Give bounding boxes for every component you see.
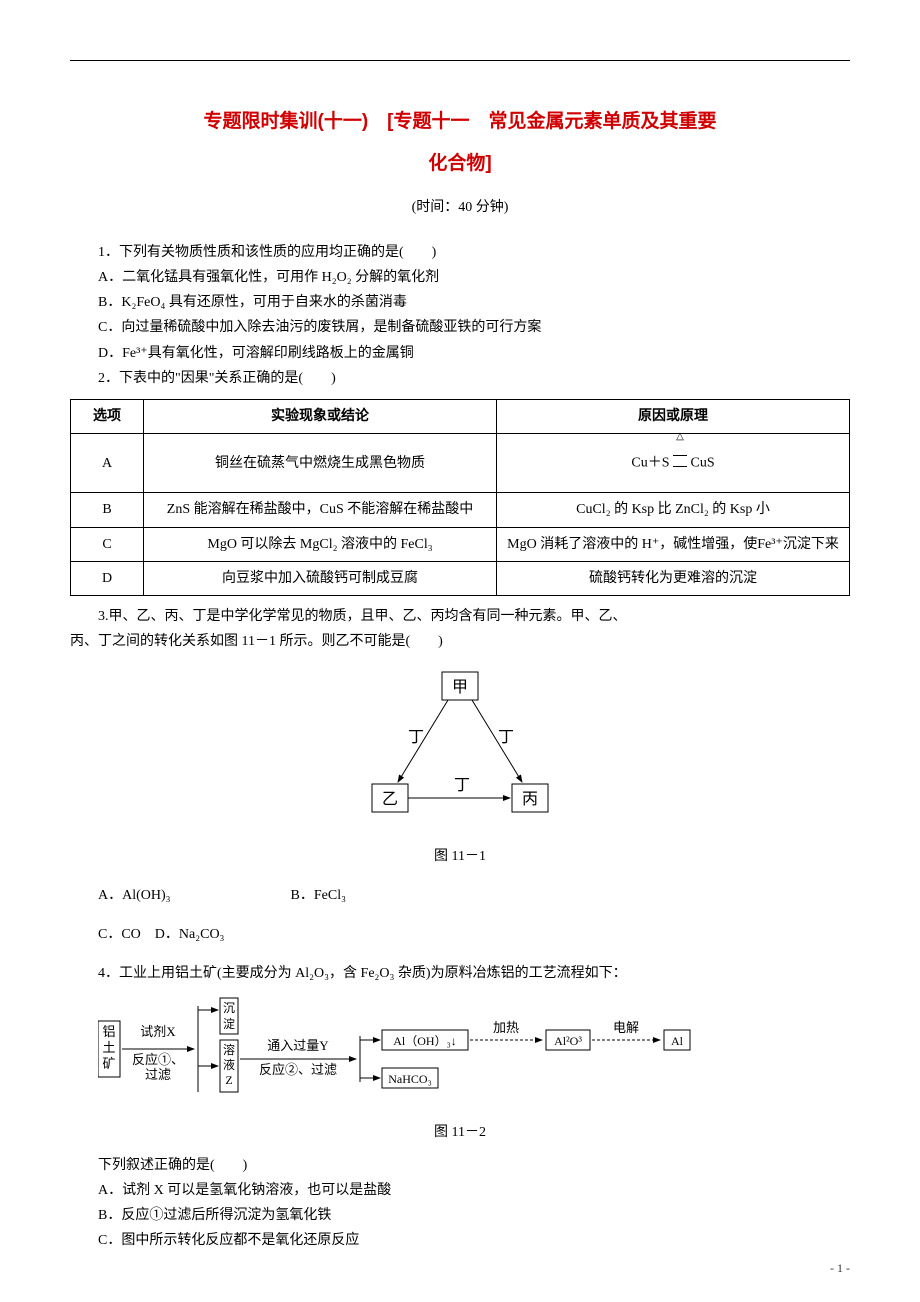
- node-top: 甲: [452, 679, 468, 696]
- table-header-row: 选项 实验现象或结论 原因或原理: [71, 399, 850, 433]
- q4-stem: 4．工业上用铝土矿(主要成分为 Al₂O₃，含 Fe₂O₃ 杂质)为原料冶炼铝的…: [70, 961, 850, 986]
- q4-post: 下列叙述正确的是( ): [70, 1153, 850, 1178]
- cell-right: MgO 消耗了溶液中的 H⁺，碱性增强，使Fe³⁺沉淀下来: [497, 527, 850, 561]
- th-phenomenon: 实验现象或结论: [144, 399, 497, 433]
- q4-opt-a: A．试剂 X 可以是氢氧化钠溶液，也可以是盐酸: [70, 1178, 850, 1203]
- table-row: B ZnS 能溶解在稀盐酸中，CuS 不能溶解在稀盐酸中 CuCl₂ 的 Ksp…: [71, 493, 850, 527]
- th-option: 选项: [71, 399, 144, 433]
- q2-table: 选项 实验现象或结论 原因或原理 A 铜丝在硫蒸气中燃烧生成黑色物质 Cu＋S …: [70, 399, 850, 596]
- svg-text:加热: 加热: [493, 1020, 519, 1035]
- title-line-1: 专题限时集训(十一) [专题十一 常见金属元素单质及其重要: [204, 111, 717, 132]
- q1-opt-d: D．Fe³⁺具有氧化性，可溶解印刷线路板上的金属铜: [70, 341, 850, 366]
- table-row: D 向豆浆中加入硫酸钙可制成豆腐 硫酸钙转化为更难溶的沉淀: [71, 561, 850, 595]
- node-right: 丙: [522, 791, 538, 808]
- q1-stem: 1．下列有关物质性质和该性质的应用均正确的是( ): [70, 240, 850, 265]
- title-line-2: 化合物]: [428, 153, 491, 174]
- q1-opt-b: B．K₂FeO₄ 具有还原性，可用于自来水的杀菌消毒: [70, 290, 850, 315]
- svg-text:反应②、过滤: 反应②、过滤: [259, 1062, 337, 1077]
- cell-right: 硫酸钙转化为更难溶的沉淀: [497, 561, 850, 595]
- svg-text:试剂X: 试剂X: [140, 1024, 176, 1039]
- eq-symbol: △: [673, 438, 687, 488]
- edge-label: 丁: [454, 777, 470, 794]
- q4-flow-diagram: 铝 土 矿 试剂X 反应①、 过滤 沉 淀 溶 液 Z 通入过量Y 反应②、过滤: [98, 996, 738, 1106]
- q1-opt-a: A．二氧化锰具有强氧化性，可用作 H₂O₂ 分解的氧化剂: [70, 265, 850, 290]
- cell-left: 铜丝在硫蒸气中燃烧生成黑色物质: [144, 434, 497, 493]
- cell-opt: B: [71, 493, 144, 527]
- svg-text:Al（OH）₃↓: Al（OH）₃↓: [393, 1034, 457, 1048]
- svg-text:通入过量Y: 通入过量Y: [267, 1038, 329, 1053]
- q3-opts-row2: C．CO D．Na₂CO₃: [70, 922, 850, 947]
- svg-text:NaHCO₃: NaHCO₃: [388, 1072, 432, 1086]
- q3-opts-row1: A．Al(OH)₃ B．FeCl₃: [70, 883, 850, 908]
- cell-opt: D: [71, 561, 144, 595]
- svg-text:淀: 淀: [223, 1017, 235, 1031]
- q4-caption: 图 11－2: [70, 1120, 850, 1145]
- svg-text:过滤: 过滤: [145, 1067, 171, 1082]
- svg-text:Z: Z: [225, 1073, 232, 1087]
- edge-label: 丁: [498, 729, 514, 746]
- svg-text:电解: 电解: [613, 1020, 639, 1035]
- svg-text:铝: 铝: [102, 1024, 115, 1039]
- q3-opt-d: D．Na₂CO₃: [155, 927, 225, 942]
- svg-text:Al: Al: [671, 1034, 684, 1048]
- svg-text:溶: 溶: [223, 1042, 235, 1057]
- triangle-icon: △: [673, 428, 687, 446]
- svg-text:土: 土: [102, 1040, 115, 1055]
- q3-opt-c: C．CO: [98, 927, 141, 942]
- node-left: 乙: [382, 791, 398, 808]
- cell-left: 向豆浆中加入硫酸钙可制成豆腐: [144, 561, 497, 595]
- q2-stem: 2．下表中的"因果"关系正确的是( ): [70, 366, 850, 391]
- svg-text:反应①、: 反应①、: [132, 1052, 184, 1067]
- svg-text:液: 液: [223, 1057, 235, 1072]
- q4-opt-b: B．反应①过滤后所得沉淀为氢氧化铁: [70, 1203, 850, 1228]
- q3-caption: 图 11－1: [70, 844, 850, 869]
- cell-opt: C: [71, 527, 144, 561]
- eq-pre: Cu＋S: [631, 456, 673, 471]
- page-number: - 1 -: [830, 1258, 850, 1280]
- cell-opt: A: [71, 434, 144, 493]
- q3-opt-b: B．FeCl₃: [291, 888, 346, 903]
- table-row: C MgO 可以除去 MgCl₂ 溶液中的 FeCl₃ MgO 消耗了溶液中的 …: [71, 527, 850, 561]
- table-row: A 铜丝在硫蒸气中燃烧生成黑色物质 Cu＋S △ CuS: [71, 434, 850, 493]
- q3-diagram: 甲 乙 丙 丁 丁 丁: [350, 664, 570, 824]
- top-rule: [70, 60, 850, 61]
- q3-opt-a: A．Al(OH)₃: [98, 888, 171, 903]
- eq-post: CuS: [687, 456, 715, 471]
- svg-text:沉: 沉: [223, 1001, 235, 1015]
- edge-label: 丁: [408, 729, 424, 746]
- svg-text:Al²O³: Al²O³: [554, 1034, 582, 1048]
- q3-stem-2: 丙、丁之间的转化关系如图 11－1 所示。则乙不可能是( ): [70, 629, 850, 654]
- cell-right: Cu＋S △ CuS: [497, 434, 850, 493]
- cell-left: MgO 可以除去 MgCl₂ 溶液中的 FeCl₃: [144, 527, 497, 561]
- q1-opt-c: C．向过量稀硫酸中加入除去油污的废铁屑，是制备硫酸亚铁的可行方案: [70, 315, 850, 340]
- time-note: (时间：40 分钟): [70, 195, 850, 220]
- q3-figure: 甲 乙 丙 丁 丁 丁: [70, 664, 850, 833]
- svg-text:矿: 矿: [102, 1056, 115, 1071]
- page-title: 专题限时集训(十一) [专题十一 常见金属元素单质及其重要 化合物]: [70, 101, 850, 185]
- q4-flow: 铝 土 矿 试剂X 反应①、 过滤 沉 淀 溶 液 Z 通入过量Y 反应②、过滤: [98, 996, 850, 1115]
- q4-opt-c: C．图中所示转化反应都不是氧化还原反应: [70, 1228, 850, 1253]
- cell-right: CuCl₂ 的 Ksp 比 ZnCl₂ 的 Ksp 小: [497, 493, 850, 527]
- cell-left: ZnS 能溶解在稀盐酸中，CuS 不能溶解在稀盐酸中: [144, 493, 497, 527]
- q3-stem-1: 3.甲、乙、丙、丁是中学化学常见的物质，且甲、乙、丙均含有同一种元素。甲、乙、: [70, 604, 850, 629]
